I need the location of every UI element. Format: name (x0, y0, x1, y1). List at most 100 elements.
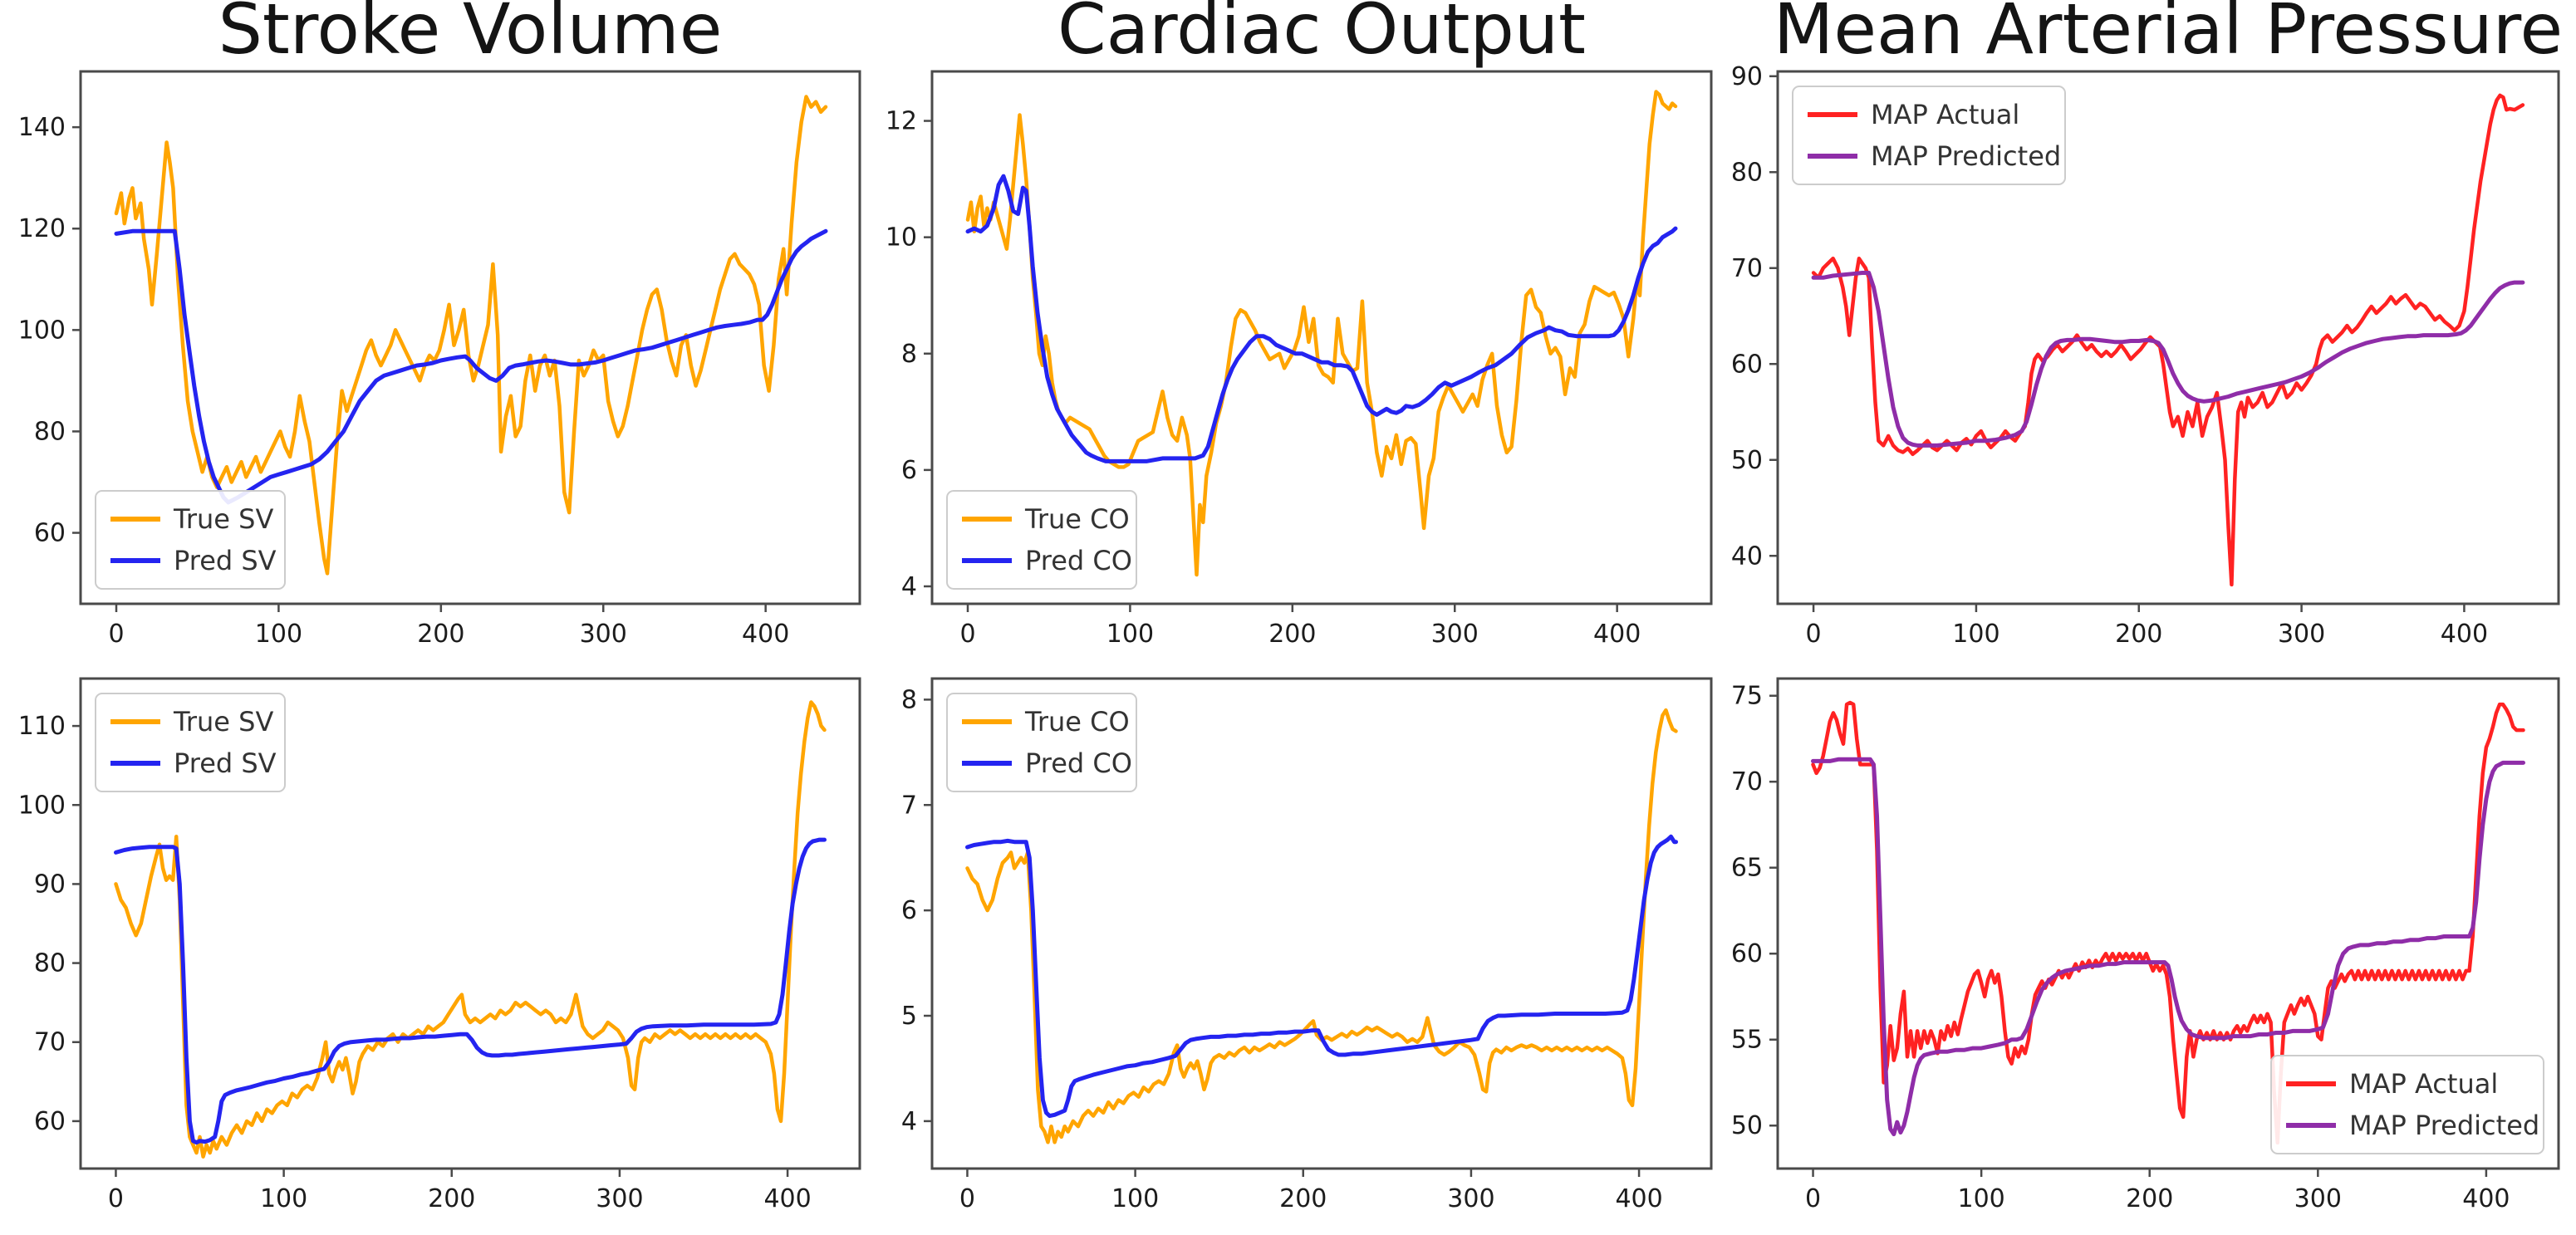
chart-row2-col2: 0 100 200 300 400 4 5 6 7 8 True CO Pred CO (901, 677, 1713, 1213)
y-tick-label: 8 (901, 685, 917, 714)
y-tick-label: 60 (34, 519, 66, 548)
plot-frame (1776, 677, 2560, 1170)
legend-label-true-co: True CO (1024, 706, 1130, 738)
x-tick-label: 400 (2441, 620, 2488, 649)
series-line-map-actual (1811, 700, 2525, 1145)
x-tick-label: 300 (1447, 1184, 1494, 1213)
legend-label-pred-co: Pred CO (1025, 747, 1132, 779)
y-tick-label: 90 (34, 870, 66, 899)
plot-frame (79, 70, 861, 605)
y-tick-label: 60 (1731, 939, 1763, 968)
legend-label-map-predicted: MAP Predicted (1871, 140, 2061, 172)
x-tick-label: 0 (959, 1184, 975, 1213)
y-tick-label: 80 (1731, 158, 1763, 187)
y-tick-label: 70 (1731, 767, 1763, 796)
x-tick-label: 400 (742, 620, 789, 649)
legend-label-map-actual: MAP Actual (2349, 1068, 2498, 1100)
series-line-pred-co (965, 174, 1678, 463)
legend-box (95, 490, 286, 590)
x-tick-label: 200 (2115, 620, 2162, 649)
y-tick-label: 8 (901, 340, 917, 369)
y-tick-label: 6 (901, 896, 917, 925)
x-tick-label: 200 (417, 620, 464, 649)
chart-row2-col3: 0 100 200 300 400 50 55 60 65 70 75 MAP Actual MAP P… (1731, 677, 2560, 1213)
x-tick-label: 100 (255, 620, 302, 649)
legend-label-map-predicted: MAP Predicted (2349, 1110, 2539, 1141)
y-tick-label: 50 (1731, 446, 1763, 475)
legend: True CO Pred CO (946, 693, 1137, 792)
x-tick-label: 400 (1615, 1184, 1662, 1213)
x-tick-label: 100 (1106, 620, 1154, 649)
y-tick-label: 90 (1731, 62, 1763, 91)
plot-frame (930, 677, 1713, 1170)
series-line-map-actual (1811, 93, 2525, 587)
y-tick-label: 40 (1731, 542, 1763, 571)
y-tick-label: 7 (901, 791, 917, 820)
plot-frame (1776, 70, 2560, 605)
plot-frame (79, 677, 861, 1170)
x-tick-label: 100 (260, 1184, 307, 1213)
x-tick-label: 200 (428, 1184, 475, 1213)
x-tick-label: 300 (2278, 620, 2325, 649)
x-tick-label: 200 (2126, 1184, 2173, 1213)
x-tick-label: 400 (763, 1184, 811, 1213)
x-tick-label: 200 (1279, 1184, 1327, 1213)
legend-box (2270, 1055, 2544, 1154)
y-tick-label: 60 (1731, 350, 1763, 379)
y-tick-label: 50 (1731, 1111, 1763, 1140)
legend-label-true-co: True CO (1024, 503, 1130, 535)
chart-row2-col1: 0 100 200 300 400 60 70 80 90 100 110 True SV Pred S… (18, 677, 861, 1213)
legend: MAP Actual MAP Predicted (1792, 86, 2066, 185)
x-tick-label: 300 (596, 1184, 643, 1213)
legend-label-pred-sv: Pred SV (174, 545, 277, 576)
y-tick-label: 6 (901, 456, 917, 485)
legend-label-true-sv: True SV (173, 503, 273, 535)
y-tick-label: 70 (34, 1028, 66, 1057)
x-tick-label: 0 (108, 620, 124, 649)
x-tick-label: 100 (1952, 620, 1999, 649)
legend-label-pred-co: Pred CO (1025, 545, 1132, 576)
chart-title: Mean Arterial Pressure (1774, 0, 2563, 70)
x-tick-label: 400 (1593, 620, 1641, 649)
legend-label-map-actual: MAP Actual (1871, 99, 2019, 130)
x-tick-label: 0 (108, 1184, 124, 1213)
y-tick-label: 60 (34, 1107, 66, 1136)
y-tick-label: 65 (1731, 854, 1763, 883)
series-line-map-predicted (1811, 757, 2525, 1137)
legend-label-pred-sv: Pred SV (174, 747, 277, 779)
legend: True SV Pred SV (95, 693, 286, 792)
y-tick-label: 10 (886, 223, 917, 252)
legend-box (946, 490, 1137, 590)
x-tick-label: 0 (1805, 1184, 1821, 1213)
y-tick-label: 70 (1731, 254, 1763, 283)
x-tick-label: 300 (1431, 620, 1479, 649)
y-tick-label: 75 (1731, 682, 1763, 711)
x-tick-label: 300 (580, 620, 627, 649)
x-tick-label: 300 (2294, 1184, 2342, 1213)
chart-cardiac-output: 0 100 200 300 400 4 6 8 10 12 Cardiac Output True C… (886, 0, 1713, 649)
series-line-true-sv (114, 95, 828, 576)
legend: MAP Actual MAP Predicted (2270, 1055, 2544, 1154)
y-tick-label: 80 (34, 949, 66, 978)
x-tick-label: 0 (959, 620, 975, 649)
series-line-true-sv (114, 700, 827, 1159)
chart-stroke-volume: 0 100 200 300 400 60 80 100 120 140 Stroke Volume T… (18, 0, 861, 649)
x-tick-label: 0 (1806, 620, 1822, 649)
chart-mean-arterial-pressure: 0 100 200 300 400 40 50 60 70 80 90 Mean Arterial P… (1731, 0, 2563, 649)
y-tick-label: 140 (18, 113, 66, 142)
plot-frame (930, 70, 1713, 605)
legend: True SV Pred SV (95, 490, 286, 590)
y-tick-label: 4 (901, 1107, 917, 1136)
x-tick-label: 400 (2462, 1184, 2510, 1213)
y-tick-label: 110 (18, 712, 66, 741)
legend-box (95, 693, 286, 792)
chart-title: Stroke Volume (218, 0, 723, 70)
chart-title: Cardiac Output (1057, 0, 1586, 70)
legend-box (1792, 86, 2066, 185)
y-tick-label: 12 (886, 107, 917, 136)
x-tick-label: 200 (1268, 620, 1316, 649)
x-tick-label: 100 (1957, 1184, 2004, 1213)
y-tick-label: 55 (1731, 1026, 1763, 1055)
